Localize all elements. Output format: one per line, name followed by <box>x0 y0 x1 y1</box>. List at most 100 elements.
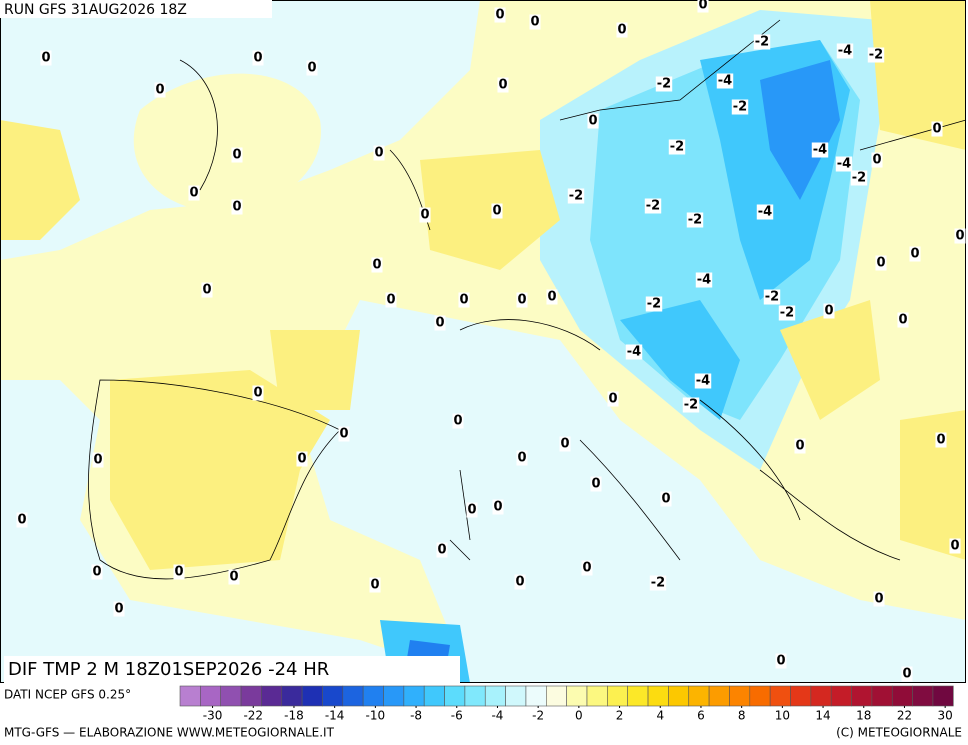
contour-label: 0 <box>517 451 526 466</box>
colorbar-box <box>810 685 832 707</box>
colorbar-box <box>281 685 303 707</box>
contour-label: -2 <box>657 77 671 92</box>
contour-label: -2 <box>670 140 684 155</box>
contour-label: -2 <box>733 100 747 115</box>
contour-label-bg <box>873 591 885 607</box>
contour-label: -2 <box>765 290 779 305</box>
contour-label-bg <box>731 99 749 115</box>
contour-label: 0 <box>517 293 526 308</box>
contour-label: 0 <box>372 258 381 273</box>
contour-label: 0 <box>437 543 446 558</box>
contour-label-bg <box>668 139 686 155</box>
contour-label: 0 <box>824 304 833 319</box>
contour-label: 0 <box>297 452 306 467</box>
contour-label-bg <box>581 560 593 576</box>
contour-label-bg <box>875 255 887 271</box>
contour-label-bg <box>835 156 853 172</box>
contour-label-bg <box>867 47 885 63</box>
contour-label-bg <box>252 385 264 401</box>
colorbar-tick-label: 4 <box>656 709 664 723</box>
contour-label: -2 <box>755 35 769 50</box>
contour-label-bg <box>794 438 806 454</box>
contour-label: 0 <box>547 290 556 305</box>
contour-label: 0 <box>876 256 885 271</box>
contour-label-bg <box>625 344 643 360</box>
contour-label: 0 <box>114 602 123 617</box>
contour-label: 0 <box>232 200 241 215</box>
contour-label: 0 <box>608 392 617 407</box>
contour-label-bg <box>778 305 796 321</box>
colorbar-box <box>362 685 384 707</box>
colorbar-box <box>240 685 262 707</box>
contour-label-bg <box>901 666 913 682</box>
contour-label-bg <box>385 292 397 308</box>
contour-label: 0 <box>795 439 804 454</box>
contour-label-bg <box>649 575 667 591</box>
colorbar-box <box>423 685 445 707</box>
contour-label: 0 <box>374 146 383 161</box>
contour-label: 0 <box>950 539 959 554</box>
contour-label-bg <box>296 451 308 467</box>
contour-label-bg <box>458 292 470 308</box>
contour-label-bg <box>231 199 243 215</box>
contour-label-bg <box>716 73 734 89</box>
contour-label-bg <box>252 50 264 66</box>
contour-label-bg <box>559 436 571 452</box>
contour-label: -4 <box>758 205 772 220</box>
contour-label-bg <box>931 121 943 137</box>
contour-label: 0 <box>420 208 429 223</box>
map-field <box>0 0 967 683</box>
contour-label-bg <box>823 303 835 319</box>
colorbar-tick-label: 2 <box>616 709 624 723</box>
legend-source: DATI NCEP GFS 0.25° <box>4 688 131 702</box>
colorbar-box <box>932 685 954 707</box>
colorbar-tick-label: -18 <box>284 709 304 723</box>
colorbar-box <box>525 685 547 707</box>
colorbar-box <box>566 685 588 707</box>
run-box <box>0 0 272 18</box>
contour-label: 0 <box>17 513 26 528</box>
contour-label: 0 <box>307 61 316 76</box>
contour-label-bg <box>682 397 700 413</box>
contour-label: 0 <box>776 654 785 669</box>
run-label: RUN GFS 31AUG2026 18Z <box>4 2 187 18</box>
contour-label-bg <box>697 0 709 13</box>
contour-label: 0 <box>93 453 102 468</box>
colorbar-tick-label: 14 <box>815 709 830 723</box>
colorbar-box <box>505 685 527 707</box>
contour-label: 0 <box>202 283 211 298</box>
footer-right: (C) METEOGIORNALE <box>836 726 962 740</box>
colorbar-box <box>871 685 893 707</box>
contour-label: 0 <box>515 575 524 590</box>
contour-label: 0 <box>530 15 539 30</box>
contour-label-bg <box>40 50 52 66</box>
colorbar-box <box>301 685 323 707</box>
contour-label: 0 <box>591 477 600 492</box>
contour-label-bg <box>695 272 713 288</box>
colorbar-box <box>830 685 852 707</box>
contour-label-bg <box>231 147 243 163</box>
colorbar-tick-label: 0 <box>575 709 583 723</box>
contour-label-bg <box>434 315 446 331</box>
colorbar-box <box>586 685 608 707</box>
contour-label: 0 <box>495 8 504 23</box>
contour-label-bg <box>655 76 673 92</box>
contour-label: -4 <box>696 374 710 389</box>
contour-label: -2 <box>869 48 883 63</box>
contour-label: 0 <box>253 386 262 401</box>
colorbar-tick-label: -4 <box>491 709 503 723</box>
contour-label: -2 <box>688 213 702 228</box>
contour-label-bg <box>909 246 921 262</box>
contour-label-bg <box>763 289 781 305</box>
contour-label-bg <box>306 60 318 76</box>
contour-label-bg <box>850 170 868 186</box>
contour-label-bg <box>452 413 464 429</box>
contour-label: -2 <box>780 306 794 321</box>
contour-label: 0 <box>386 293 395 308</box>
contour-label: 0 <box>232 148 241 163</box>
colorbar-box <box>322 685 344 707</box>
contour-label-bg <box>645 296 663 312</box>
contour-label-bg <box>228 569 240 585</box>
contour-label: 0 <box>459 293 468 308</box>
contour-label-bg <box>686 212 704 228</box>
